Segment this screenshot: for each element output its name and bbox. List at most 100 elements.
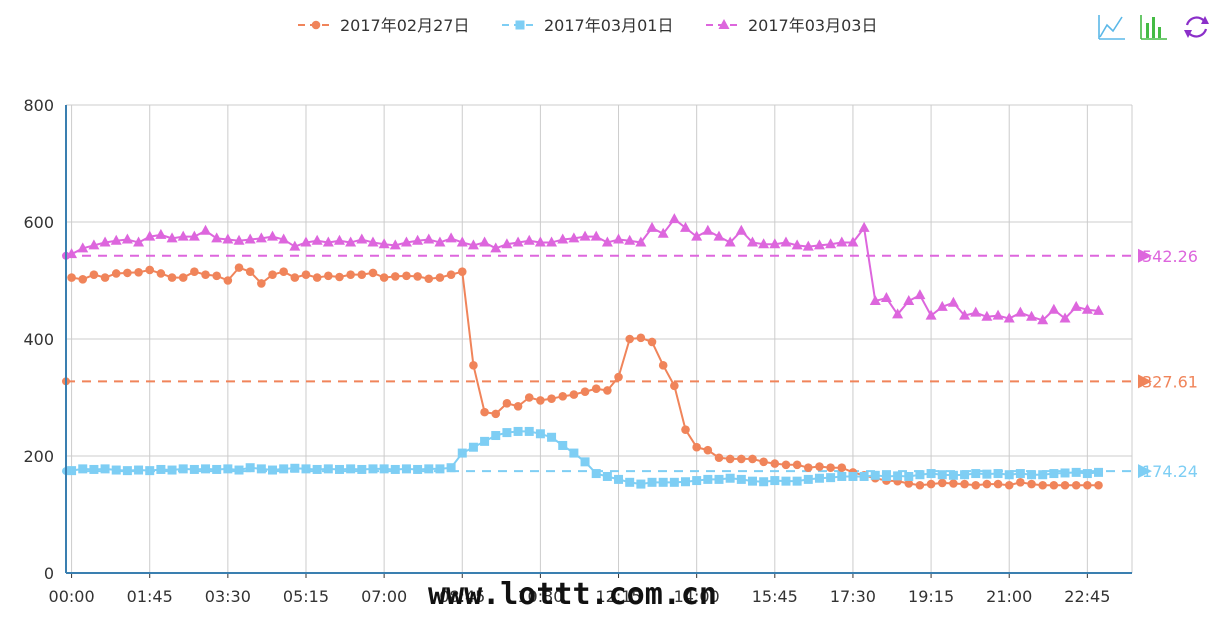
- data-point: [456, 236, 468, 247]
- data-point: [881, 471, 891, 481]
- data-point: [312, 273, 322, 282]
- data-point: [858, 221, 870, 232]
- data-point: [813, 239, 825, 250]
- data-point: [524, 393, 534, 402]
- mean-line-arrow: [1138, 374, 1152, 389]
- data-point: [1004, 480, 1014, 490]
- x-tick-label: 00:00: [49, 587, 95, 606]
- legend-swatch-marker: [515, 20, 525, 30]
- data-point: [625, 334, 634, 344]
- data-point: [837, 471, 847, 481]
- data-point: [904, 479, 914, 488]
- data-point: [201, 270, 210, 279]
- data-point: [636, 479, 646, 489]
- data-point: [791, 239, 803, 250]
- data-point: [614, 474, 624, 484]
- data-point: [947, 296, 959, 307]
- data-point: [580, 387, 590, 396]
- data-point: [780, 236, 792, 247]
- legend[interactable]: 2017年02月27日 2017年03月01日 2017年03月03日: [298, 16, 877, 35]
- data-point: [658, 361, 668, 370]
- data-point: [792, 476, 802, 486]
- data-point: [936, 300, 948, 311]
- data-point: [792, 460, 802, 470]
- data-point: [413, 464, 423, 474]
- data-point: [590, 230, 602, 241]
- data-point: [848, 471, 858, 481]
- data-point: [156, 464, 166, 474]
- y-tick-label: 200: [23, 447, 54, 466]
- data-point: [424, 274, 434, 284]
- data-point: [646, 221, 658, 232]
- legend-item[interactable]: 2017年03月01日: [502, 16, 673, 35]
- data-point: [257, 279, 266, 288]
- data-point: [423, 233, 435, 244]
- data-point: [937, 478, 947, 488]
- x-tick-label: 15:45: [752, 587, 798, 606]
- y-tick-label: 800: [23, 96, 54, 115]
- data-point: [501, 238, 513, 249]
- series-triangle: [66, 213, 1105, 325]
- data-point: [825, 238, 837, 249]
- data-point: [602, 471, 612, 481]
- data-point: [268, 270, 277, 279]
- data-point: [847, 236, 859, 247]
- data-point: [625, 477, 635, 487]
- data-point: [357, 270, 367, 279]
- data-point: [803, 463, 813, 473]
- data-point: [892, 308, 904, 319]
- data-point: [457, 267, 467, 277]
- mean-line-arrow: [1138, 464, 1152, 479]
- series-square: [67, 426, 1104, 489]
- data-point: [781, 460, 791, 470]
- data-point: [356, 233, 368, 244]
- data-point: [89, 270, 99, 279]
- data-point: [301, 464, 311, 474]
- data-point: [725, 473, 735, 483]
- data-point: [624, 234, 636, 245]
- data-point: [814, 473, 824, 483]
- refresh-icon[interactable]: [1183, 13, 1211, 41]
- data-point: [502, 428, 512, 438]
- data-point: [390, 464, 400, 474]
- data-point: [815, 462, 824, 471]
- data-point: [234, 465, 244, 475]
- data-point: [725, 454, 735, 464]
- x-tick-label: 05:15: [283, 587, 329, 606]
- data-point: [190, 267, 199, 277]
- legend-swatch-marker: [718, 19, 730, 29]
- data-point: [546, 236, 558, 247]
- legend-item[interactable]: 2017年02月27日: [298, 16, 469, 35]
- data-point: [300, 236, 312, 247]
- grid: [66, 104, 1133, 574]
- data-point: [703, 445, 713, 455]
- data-point: [435, 464, 445, 474]
- data-point: [100, 273, 110, 282]
- mean-line-label: 542.26: [1142, 247, 1198, 266]
- data-point: [714, 453, 724, 463]
- data-point: [681, 425, 690, 434]
- data-point: [949, 479, 958, 488]
- data-point: [746, 236, 758, 247]
- data-point: [480, 436, 490, 446]
- series-lines: [66, 213, 1105, 490]
- data-point: [110, 234, 122, 245]
- data-point: [166, 232, 178, 243]
- data-point: [880, 292, 892, 303]
- data-point: [457, 448, 467, 458]
- data-point: [1070, 300, 1082, 311]
- line-chart-icon[interactable]: [1098, 13, 1126, 41]
- x-tick-label: 22:45: [1064, 587, 1110, 606]
- legend-item[interactable]: 2017年03月03日: [706, 16, 877, 35]
- series-circle: [67, 263, 1103, 490]
- data-point: [256, 464, 266, 474]
- data-point: [368, 268, 378, 278]
- data-point: [680, 221, 692, 232]
- bar-chart-icon[interactable]: [1140, 13, 1168, 41]
- data-point: [222, 233, 234, 244]
- data-point: [412, 234, 424, 245]
- data-point: [736, 474, 746, 484]
- x-tick-label: 14:00: [674, 587, 720, 606]
- y-tick-label: 600: [23, 213, 54, 232]
- data-point: [1083, 480, 1092, 490]
